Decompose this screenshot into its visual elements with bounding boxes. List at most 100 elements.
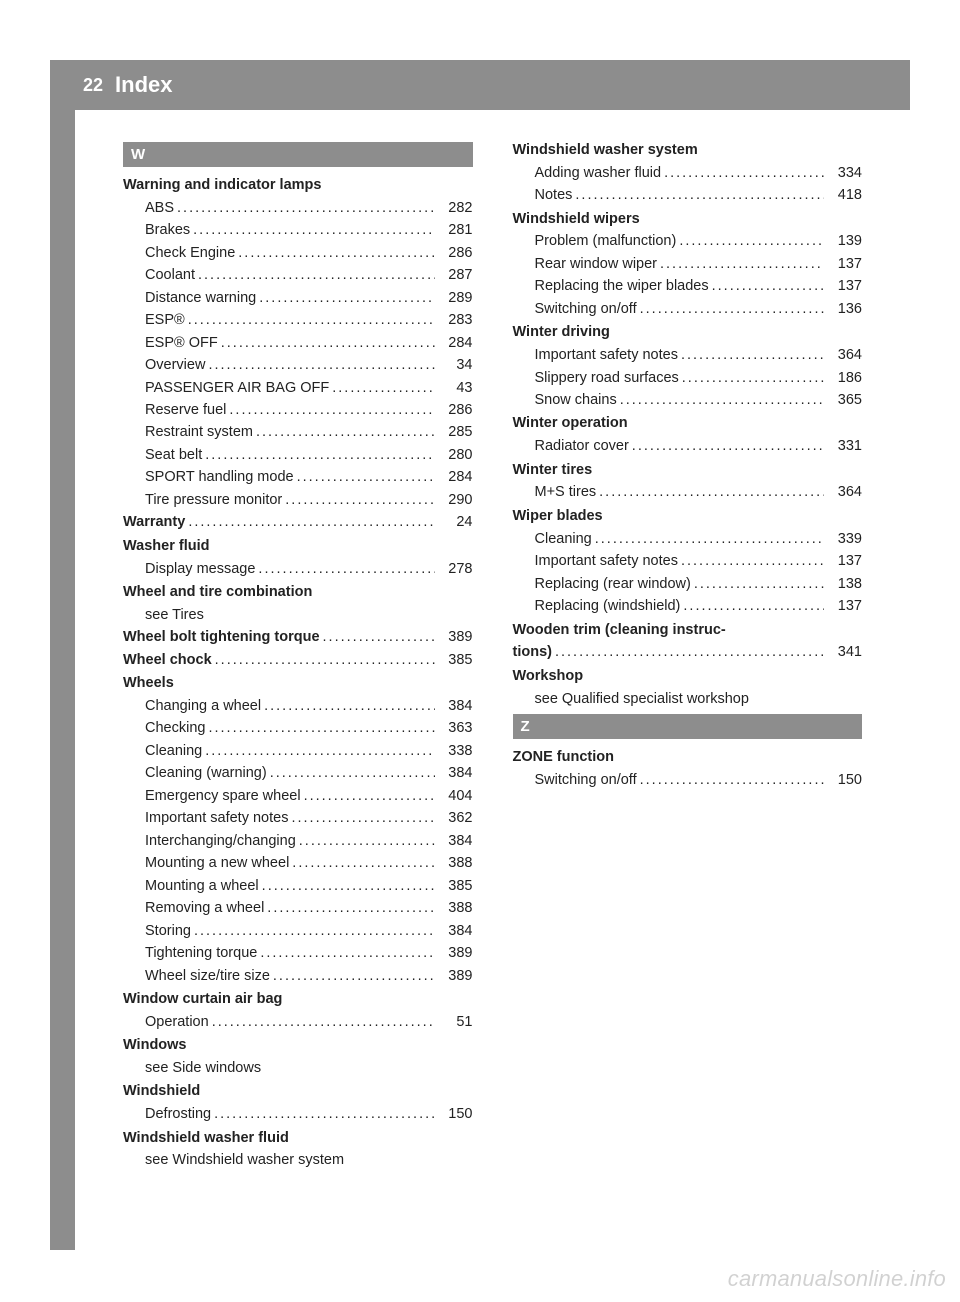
leader-dots: ........................................… <box>676 230 824 252</box>
index-entry-page: 389 <box>435 626 473 648</box>
index-entry-page: 287 <box>435 264 473 286</box>
index-entry-label: Switching on/off <box>535 769 637 791</box>
index-entry: ESP® ...................................… <box>123 309 473 331</box>
index-entry-page: 331 <box>824 435 862 457</box>
index-entry-label: Restraint system <box>145 421 253 443</box>
index-entry: Snow chains ............................… <box>513 389 863 411</box>
leader-dots: ........................................… <box>637 298 824 320</box>
index-entry-page: 389 <box>435 942 473 964</box>
leader-dots: ........................................… <box>617 389 824 411</box>
index-entry-page: 388 <box>435 852 473 874</box>
index-entry-page: 404 <box>435 785 473 807</box>
index-heading: Wheel and tire combination <box>123 582 473 604</box>
index-entry-page: 384 <box>435 830 473 852</box>
index-entry-page: 280 <box>435 444 473 466</box>
index-entry: Cleaning (warning) .....................… <box>123 762 473 784</box>
leader-dots: ........................................… <box>301 785 435 807</box>
index-section-Z: Z <box>513 714 863 739</box>
index-entry: Important safety notes .................… <box>123 807 473 829</box>
index-entry: Brakes .................................… <box>123 219 473 241</box>
index-entry-page: 290 <box>435 489 473 511</box>
leader-dots: ........................................… <box>592 528 824 550</box>
index-entry-label: ESP® <box>145 309 185 331</box>
index-entry-label: Storing <box>145 920 191 942</box>
index-entry: Problem (malfunction) ..................… <box>513 230 863 252</box>
index-entry-page: 365 <box>824 389 862 411</box>
index-entry-label: tions) <box>513 641 552 663</box>
leader-dots: ........................................… <box>637 769 824 791</box>
index-entry: Check Engine ...........................… <box>123 242 473 264</box>
index-entry-page: 137 <box>824 550 862 572</box>
index-entry-label: Defrosting <box>145 1103 211 1125</box>
index-column-right: Windshield washer systemAdding washer fl… <box>513 138 863 1172</box>
index-entry: Tightening torque ......................… <box>123 942 473 964</box>
index-heading: Wooden trim (cleaning instruc- <box>513 620 863 642</box>
index-heading: Windshield <box>123 1081 473 1103</box>
index-entry-label: Replacing (windshield) <box>535 595 681 617</box>
index-entry-label: Changing a wheel <box>145 695 261 717</box>
index-entry: Adding washer fluid ....................… <box>513 162 863 184</box>
index-entry-label: ABS <box>145 197 174 219</box>
index-heading: Workshop <box>513 666 863 688</box>
index-entry-label: Replacing the wiper blades <box>535 275 709 297</box>
index-entry-page: 338 <box>435 740 473 762</box>
index-entry-page: 385 <box>435 649 473 671</box>
leader-dots: ........................................… <box>267 762 435 784</box>
leader-dots: ........................................… <box>202 444 434 466</box>
index-heading: Window curtain air bag <box>123 989 473 1011</box>
leader-dots: ........................................… <box>320 626 435 648</box>
leader-dots: ........................................… <box>195 264 435 286</box>
index-entry: Cleaning ...............................… <box>513 528 863 550</box>
index-entry: Tire pressure monitor ..................… <box>123 489 473 511</box>
index-entry-label: Important safety notes <box>535 550 678 572</box>
index-entry: Removing a wheel .......................… <box>123 897 473 919</box>
index-entry-label: Brakes <box>145 219 190 241</box>
index-see-reference: see Tires <box>123 604 473 626</box>
index-entry-page: 362 <box>435 807 473 829</box>
index-entry-label: Removing a wheel <box>145 897 264 919</box>
index-entry-label: Mounting a wheel <box>145 875 259 897</box>
index-entry-label: Check Engine <box>145 242 235 264</box>
index-entry: Checking ...............................… <box>123 717 473 739</box>
index-entry-label: Adding washer fluid <box>535 162 662 184</box>
leader-dots: ........................................… <box>257 942 434 964</box>
index-entry-page: 385 <box>435 875 473 897</box>
leader-dots: ........................................… <box>296 830 435 852</box>
leader-dots: ........................................… <box>253 421 435 443</box>
index-entry-label: Seat belt <box>145 444 202 466</box>
index-entry: ESP® OFF ...............................… <box>123 332 473 354</box>
index-entry-page: 24 <box>435 511 473 533</box>
index-entry-label: Slippery road surfaces <box>535 367 679 389</box>
index-entry-label: M+S tires <box>535 481 597 503</box>
index-entry-label: Emergency spare wheel <box>145 785 301 807</box>
index-entry-page: 43 <box>435 377 473 399</box>
index-entry-label: Cleaning <box>145 740 202 762</box>
index-section-W: W <box>123 142 473 167</box>
index-heading: Wiper blades <box>513 506 863 528</box>
index-entry-label: SPORT handling mode <box>145 466 294 488</box>
leader-dots: ........................................… <box>629 435 824 457</box>
leader-dots: ........................................… <box>572 184 824 206</box>
index-entry-label: Rear window wiper <box>535 253 658 275</box>
index-entry: SPORT handling mode ....................… <box>123 466 473 488</box>
index-entry: Restraint system .......................… <box>123 421 473 443</box>
index-entry-page: 51 <box>435 1011 473 1033</box>
index-heading: Windshield wipers <box>513 209 863 231</box>
index-entry-page: 138 <box>824 573 862 595</box>
index-entry-page: 286 <box>435 399 473 421</box>
index-entry-label: Tire pressure monitor <box>145 489 282 511</box>
index-entry-page: 285 <box>435 421 473 443</box>
leader-dots: ........................................… <box>255 558 434 580</box>
leader-dots: ........................................… <box>679 367 824 389</box>
index-entry-page: 137 <box>824 275 862 297</box>
index-entry-label: Mounting a new wheel <box>145 852 289 874</box>
index-entry-label: Checking <box>145 717 205 739</box>
index-entry: Important safety notes .................… <box>513 344 863 366</box>
index-entry: Mounting a wheel .......................… <box>123 875 473 897</box>
index-entry: Cleaning ...............................… <box>123 740 473 762</box>
leader-dots: ........................................… <box>552 641 824 663</box>
index-heading: Wheels <box>123 673 473 695</box>
leader-dots: ........................................… <box>190 219 434 241</box>
index-heading: Windows <box>123 1035 473 1057</box>
index-see-reference: see Windshield washer system <box>123 1149 473 1171</box>
